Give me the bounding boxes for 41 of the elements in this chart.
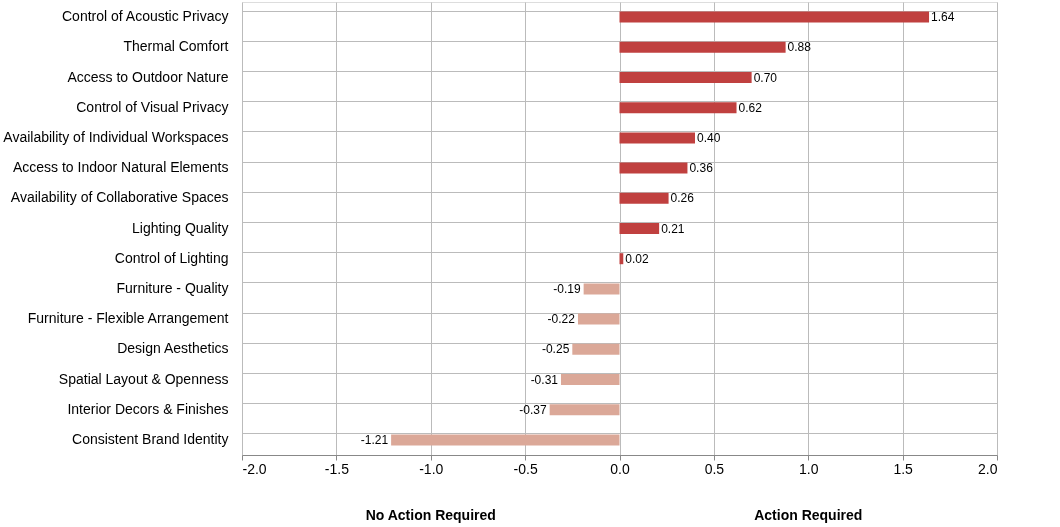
data-label: -0.31 [530,372,559,387]
y-tick-label: Access to Outdoor Nature [67,68,229,85]
x-tick-label: -2.0 [242,460,267,477]
y-tick-label: Furniture - Quality [116,279,229,296]
y-tick-label: Control of Acoustic Privacy [61,8,229,25]
y-tick-label: Furniture - Flexible Arrangement [27,310,229,327]
data-label: 0.21 [661,221,685,236]
x-tick-label: 2.0 [978,460,998,477]
x-tick-label: 1.5 [893,460,914,477]
y-tick-label: Interior Decors & Finishes [67,400,229,417]
data-label: 0.26 [670,191,695,206]
x-tick-label: 0.0 [610,460,630,477]
data-label: -0.22 [547,312,576,327]
data-label: 1.64 [931,10,955,25]
data-label: -1.21 [360,432,389,447]
text: Action Required [754,507,863,523]
data-label: 0.02 [625,251,649,266]
data-label: 0.70 [753,70,778,85]
y-tick-label: Spatial Layout & Openness [58,370,229,387]
y-tick-label: Availability of Collaborative Spaces [10,189,229,206]
data-label: -0.37 [519,402,547,417]
y-tick-label: Access to Indoor Natural Elements [12,159,229,176]
y-tick-label: Consistent Brand Identity [72,430,229,447]
data-label: 0.40 [697,130,721,145]
y-tick-label: Availability of Individual Workspaces [3,128,229,145]
text: No Action Required [365,507,496,523]
x-tick-label: -1.5 [324,460,350,477]
x-tick-label: 1.0 [799,460,819,477]
x-tick-label: -1.0 [419,460,444,477]
y-tick-label: Design Aesthetics [117,340,229,357]
x-tick-label: -0.5 [513,460,538,477]
y-tick-label: Thermal Comfort [123,38,229,55]
y-tick-label: Lighting Quality [131,219,229,236]
data-label: -0.25 [541,342,570,357]
y-tick-label: Control of Lighting [114,249,229,266]
x-tick-label: 0.5 [704,460,725,477]
y-tick-label: Control of Visual Privacy [76,98,229,115]
data-label: 0.88 [787,40,812,55]
data-label: -0.19 [553,281,581,296]
data-label: 0.36 [689,161,714,176]
data-label: 0.62 [738,100,763,115]
